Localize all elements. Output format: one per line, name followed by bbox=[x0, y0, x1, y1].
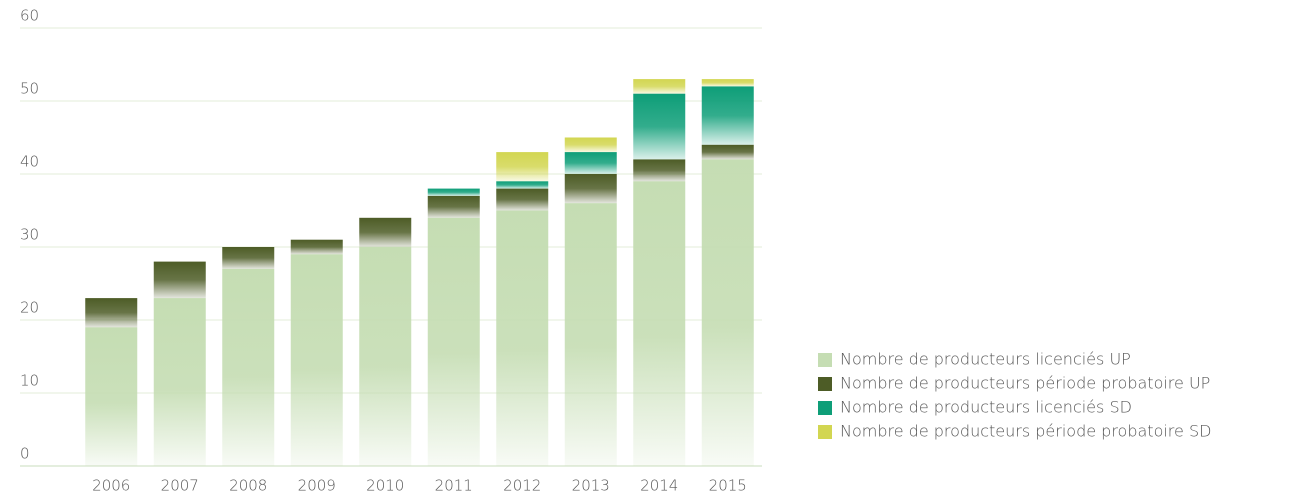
x-tick-label: 2013 bbox=[572, 477, 610, 495]
x-tick-label: 2011 bbox=[435, 477, 473, 495]
bar-segment bbox=[427, 195, 480, 218]
y-tick-label: 50 bbox=[20, 80, 39, 98]
bar-segment bbox=[701, 86, 754, 145]
bar-segment bbox=[701, 79, 754, 87]
bar-segment bbox=[496, 152, 549, 182]
legend-swatch bbox=[818, 401, 832, 415]
bar-segment bbox=[85, 327, 138, 466]
bar-segment bbox=[222, 247, 275, 269]
x-tick-label: 2014 bbox=[640, 477, 678, 495]
bar-segment bbox=[85, 298, 138, 328]
x-tick-label: 2010 bbox=[366, 477, 404, 495]
bar-segment bbox=[633, 159, 686, 182]
y-tick-label: 20 bbox=[20, 299, 39, 317]
x-tick-label: 2006 bbox=[92, 477, 130, 495]
x-tick-label: 2008 bbox=[229, 477, 267, 495]
y-tick-label: 30 bbox=[20, 226, 39, 244]
bar-segment bbox=[496, 181, 549, 189]
legend-label: Nombre de producteurs licenciés UP bbox=[840, 350, 1131, 369]
bar-segment bbox=[153, 298, 206, 466]
x-tick-label: 2007 bbox=[161, 477, 199, 495]
legend-swatch bbox=[818, 353, 832, 367]
legend-label: Nombre de producteurs période probatoire… bbox=[840, 374, 1210, 393]
y-tick-label: 40 bbox=[20, 153, 39, 171]
bar-segment bbox=[564, 137, 617, 153]
bar-segment bbox=[359, 217, 412, 247]
bar-segment bbox=[564, 152, 617, 174]
bar-segment bbox=[633, 181, 686, 467]
y-tick-label: 0 bbox=[20, 445, 30, 463]
bar-segment bbox=[359, 247, 412, 466]
bar-segment bbox=[701, 159, 754, 466]
bar-segment bbox=[427, 217, 480, 466]
x-tick-label: 2009 bbox=[298, 477, 336, 495]
x-tick-label: 2012 bbox=[503, 477, 541, 495]
y-tick-label: 60 bbox=[20, 7, 39, 25]
legend-swatch bbox=[818, 377, 832, 391]
legend-swatch bbox=[818, 425, 832, 439]
bar-segment bbox=[701, 144, 754, 160]
x-tick-label: 2015 bbox=[709, 477, 747, 495]
bar-segment bbox=[496, 210, 549, 466]
bar-segment bbox=[633, 93, 686, 160]
bar-segment bbox=[496, 188, 549, 211]
legend-label: Nombre de producteurs licenciés SD bbox=[840, 398, 1132, 417]
y-tick-label: 10 bbox=[20, 372, 39, 390]
bar-segment bbox=[564, 203, 617, 466]
legend-label: Nombre de producteurs période probatoire… bbox=[840, 422, 1211, 441]
bar-segment bbox=[153, 261, 206, 299]
bar-segment bbox=[290, 254, 343, 466]
bar-segment bbox=[222, 268, 275, 466]
bar-segment bbox=[290, 239, 343, 255]
bar-segment bbox=[564, 174, 617, 204]
bar-segment bbox=[633, 79, 686, 94]
bar-segment bbox=[427, 188, 480, 196]
